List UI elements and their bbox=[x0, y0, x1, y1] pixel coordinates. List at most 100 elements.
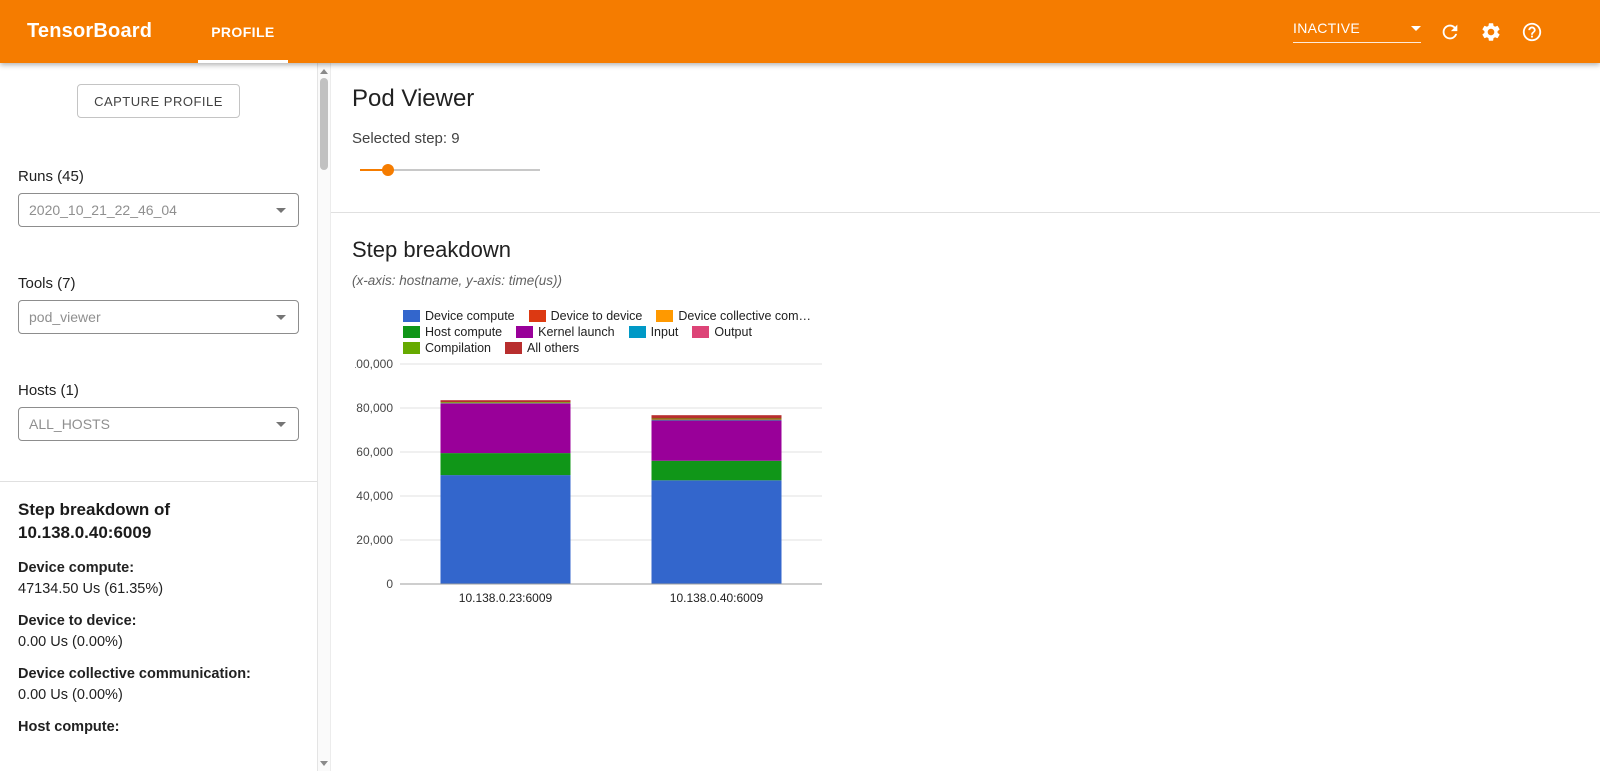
stat-device-compute: Device compute: 47134.50 Us (61.35%) bbox=[18, 560, 299, 597]
y-axis-tick-label: 100,000 bbox=[355, 358, 393, 371]
refresh-icon bbox=[1442, 24, 1458, 39]
topbar-actions: INACTIVE bbox=[1293, 20, 1544, 44]
stat-value: 0.00 Us (0.00%) bbox=[18, 634, 123, 650]
x-axis-label: 10.138.0.40:6009 bbox=[670, 591, 764, 605]
legend-swatch-icon bbox=[403, 342, 420, 354]
legend-item-device-collective-com: Device collective com… bbox=[656, 309, 811, 323]
tab-profile-label: PROFILE bbox=[211, 23, 275, 40]
bar-segment[interactable] bbox=[440, 475, 571, 584]
stat-label: Device compute: bbox=[18, 560, 135, 576]
legend-item-host-compute: Host compute bbox=[403, 325, 502, 339]
legend-swatch-icon bbox=[692, 326, 710, 338]
section-divider bbox=[331, 212, 1600, 213]
legend-label: Device compute bbox=[425, 309, 515, 323]
stat-host-compute: Host compute: bbox=[18, 719, 299, 735]
y-axis-tick-label: 40,000 bbox=[356, 489, 393, 503]
legend-item-kernel-launch: Kernel launch bbox=[516, 325, 615, 339]
bar-segment[interactable] bbox=[651, 415, 782, 419]
bar-segment[interactable] bbox=[440, 402, 571, 404]
y-axis-tick-label: 80,000 bbox=[356, 401, 393, 415]
step-breakdown-chart: Device compute Device to device Device col… bbox=[355, 308, 835, 610]
tools-select[interactable]: pod_viewer bbox=[18, 300, 299, 334]
runs-select[interactable]: 2020_10_21_22_46_04 bbox=[18, 193, 299, 227]
chart-plot: 0 20,000 40,000 60,000 80,000 100,000 10.138.0… bbox=[355, 358, 822, 605]
breakdown-title: Step breakdown of 10.138.0.40:6009 bbox=[18, 498, 299, 544]
stat-value: 0.00 Us (0.00%) bbox=[18, 687, 123, 703]
sidebar-divider bbox=[0, 481, 317, 482]
main-panel: Pod Viewer Selected step: 9 Step breakdo… bbox=[331, 63, 1600, 771]
legend-swatch-icon bbox=[656, 310, 674, 322]
stat-value: 47134.50 Us (61.35%) bbox=[18, 581, 164, 597]
bar-segment[interactable] bbox=[440, 403, 571, 454]
slider-thumb[interactable] bbox=[381, 164, 394, 176]
legend-item-output: Output bbox=[692, 325, 752, 339]
bar-segment[interactable] bbox=[440, 453, 571, 476]
top-app-bar: TensorBoard PROFILE INACTIVE bbox=[0, 0, 1600, 63]
legend-label: Compilation bbox=[425, 341, 492, 355]
legend-item-all-others: All others bbox=[505, 341, 579, 355]
bar-segment[interactable] bbox=[651, 419, 782, 421]
step-slider[interactable] bbox=[360, 163, 540, 177]
bar-segment[interactable] bbox=[440, 400, 571, 403]
axis-note: (x-axis: hostname, y-axis: time(us)) bbox=[352, 273, 563, 288]
bar-segment[interactable] bbox=[651, 460, 782, 481]
selected-step-text: Selected step: 9 bbox=[352, 130, 460, 147]
legend-label: Output bbox=[714, 325, 752, 339]
legend-swatch-icon bbox=[628, 326, 646, 338]
bar-segment[interactable] bbox=[651, 419, 782, 421]
help-button[interactable] bbox=[1520, 20, 1544, 44]
dropdown-arrow-icon bbox=[1411, 25, 1421, 31]
bar-segment[interactable] bbox=[440, 402, 571, 403]
legend-item-input: Input bbox=[628, 325, 679, 339]
y-axis-tick-label: 0 bbox=[386, 577, 393, 591]
legend-label: Host compute bbox=[425, 325, 503, 339]
sidebar-scrollbar[interactable] bbox=[317, 63, 330, 771]
legend-swatch-icon bbox=[403, 310, 420, 322]
chart-legend: Device compute Device to device Device col… bbox=[403, 308, 835, 356]
y-axis-tick-label: 60,000 bbox=[356, 445, 393, 459]
status-dropdown[interactable]: INACTIVE bbox=[1293, 20, 1421, 43]
legend-item-compilation: Compilation bbox=[403, 341, 491, 355]
tab-profile[interactable]: PROFILE bbox=[198, 0, 289, 63]
breakdown-title-line1: Step breakdown of bbox=[18, 500, 171, 519]
stat-label: Device to device: bbox=[18, 613, 137, 629]
legend-label: All others bbox=[527, 341, 580, 355]
stat-label: Host compute: bbox=[18, 719, 120, 735]
settings-gear-icon bbox=[1482, 22, 1500, 41]
legend-label: Device to device bbox=[550, 309, 643, 323]
legend-swatch-icon bbox=[516, 326, 534, 338]
app-title: TensorBoard bbox=[27, 20, 153, 42]
legend-swatch-icon bbox=[528, 310, 546, 322]
scrollbar-thumb[interactable] bbox=[320, 78, 328, 170]
chevron-down-icon bbox=[276, 314, 286, 320]
x-axis-label: 10.138.0.23:6009 bbox=[459, 591, 553, 605]
chevron-down-icon bbox=[276, 207, 286, 213]
bar-segment[interactable] bbox=[651, 420, 782, 461]
status-dropdown-value: INACTIVE bbox=[1293, 20, 1360, 36]
legend-item-device-to-device: Device to device bbox=[528, 309, 643, 323]
chevron-down-icon bbox=[276, 421, 286, 427]
y-axis-tick-label: 20,000 bbox=[356, 533, 393, 547]
bar-segment[interactable] bbox=[651, 418, 782, 420]
breakdown-title-line2: 10.138.0.40:6009 bbox=[18, 523, 152, 542]
legend-label: Input bbox=[650, 325, 679, 339]
settings-button[interactable] bbox=[1479, 20, 1503, 44]
capture-profile-button[interactable]: CAPTURE PROFILE bbox=[77, 84, 240, 118]
sidebar: CAPTURE PROFILE Runs (45) 2020_10_21_22_… bbox=[0, 63, 331, 771]
legend-item-device-compute: Device compute bbox=[403, 309, 515, 323]
stat-device-to-device: Device to device: 0.00 Us (0.00%) bbox=[18, 613, 299, 650]
legend-swatch-icon bbox=[403, 326, 420, 338]
hosts-select-value: ALL_HOSTS bbox=[29, 416, 110, 432]
section-title: Step breakdown bbox=[352, 237, 511, 262]
tools-label: Tools (7) bbox=[18, 275, 76, 292]
hosts-select[interactable]: ALL_HOSTS bbox=[18, 407, 299, 441]
scroll-down-arrow-icon[interactable] bbox=[318, 756, 330, 770]
bar-segment[interactable] bbox=[651, 480, 782, 584]
runs-select-value: 2020_10_21_22_46_04 bbox=[29, 202, 177, 218]
refresh-button[interactable] bbox=[1438, 20, 1462, 44]
page-title: Pod Viewer bbox=[352, 85, 475, 112]
stat-label: Device collective communication: bbox=[18, 666, 251, 682]
legend-swatch-icon bbox=[505, 342, 523, 354]
slider-track[interactable] bbox=[360, 169, 540, 171]
scroll-up-arrow-icon[interactable] bbox=[318, 64, 330, 78]
